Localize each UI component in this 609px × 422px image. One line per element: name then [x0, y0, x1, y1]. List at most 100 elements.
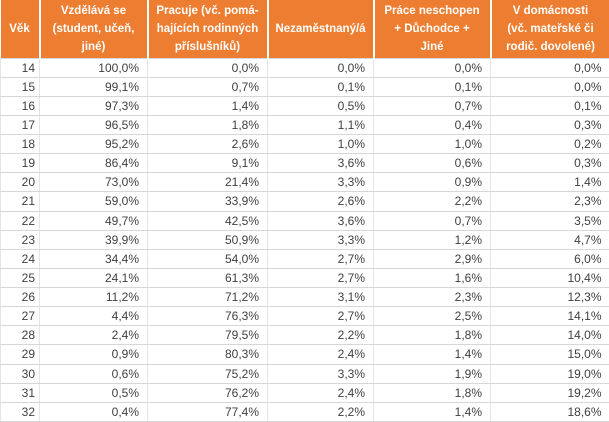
value-cell: 0,2%: [490, 134, 609, 155]
value-cell: 2,9%: [373, 249, 491, 269]
table-row: 26 11,2% 71,2% 3,1% 2,3% 12,3%: [0, 287, 609, 308]
value-cell: 2,4%: [39, 325, 148, 346]
value-cell: 2,2%: [373, 191, 491, 212]
value-cell: 0,0%: [147, 57, 268, 78]
value-cell: 2,7%: [267, 268, 374, 289]
table-row: 32 0,4% 77,4% 2,2% 1,4% 18,6%: [0, 402, 609, 422]
value-cell: 1,8%: [373, 383, 491, 403]
value-cell: 1,4%: [490, 172, 609, 193]
value-cell: 6,0%: [490, 249, 609, 269]
age-cell: 31: [0, 383, 40, 403]
value-cell: 49,7%: [39, 211, 148, 231]
value-cell: 76,3%: [147, 306, 268, 327]
value-cell: 2,4%: [267, 383, 374, 403]
value-cell: 0,1%: [267, 77, 374, 97]
value-cell: 0,0%: [490, 77, 609, 97]
value-cell: 3,3%: [267, 230, 374, 250]
table-row: 29 0,9% 80,3% 2,4% 1,4% 15,0%: [0, 344, 609, 365]
value-cell: 54,0%: [147, 249, 268, 269]
age-cell: 24: [0, 249, 40, 269]
value-cell: 39,9%: [39, 230, 148, 250]
value-cell: 3,1%: [267, 287, 374, 308]
table-row: 27 4,4% 76,3% 2,7% 2,5% 14,1%: [0, 306, 609, 327]
value-cell: 1,4%: [147, 96, 268, 116]
value-cell: 24,1%: [39, 268, 148, 289]
value-cell: 76,2%: [147, 383, 268, 403]
value-cell: 96,5%: [39, 115, 148, 136]
value-cell: 42,5%: [147, 211, 268, 231]
age-cell: 14: [0, 57, 40, 78]
table-body: 14 100,0% 0,0% 0,0% 0,0% 0,0% 15 99,1% 0,7% 0,1% 0…: [0, 57, 609, 422]
age-cell: 28: [0, 325, 40, 346]
age-cell: 25: [0, 268, 40, 289]
table-row: 30 0,6% 75,2% 3,3% 1,9% 19,0%: [0, 364, 609, 384]
age-cell: 21: [0, 191, 40, 212]
table-row: 24 34,4% 54,0% 2,7% 2,9% 6,0%: [0, 249, 609, 269]
value-cell: 100,0%: [39, 57, 148, 78]
value-cell: 0,4%: [373, 115, 491, 136]
col-header-studying: Vzdělává se (student, učeň, jiné): [39, 0, 149, 58]
value-cell: 79,5%: [147, 325, 268, 346]
value-cell: 0,7%: [147, 77, 268, 97]
age-cell: 16: [0, 96, 40, 116]
table-row: 20 73,0% 21,4% 3,3% 0,9% 1,4%: [0, 172, 609, 193]
value-cell: 61,3%: [147, 268, 268, 289]
value-cell: 1,8%: [147, 115, 268, 136]
value-cell: 2,2%: [267, 402, 374, 422]
table-row: 19 86,4% 9,1% 3,6% 0,6% 0,3%: [0, 153, 609, 174]
value-cell: 0,5%: [267, 96, 374, 116]
value-cell: 0,7%: [373, 96, 491, 116]
value-cell: 59,0%: [39, 191, 148, 212]
value-cell: 86,4%: [39, 153, 148, 174]
header-row: Věk Vzdělává se (student, učeň, jiné) Pr…: [0, 0, 609, 58]
value-cell: 2,7%: [267, 249, 374, 269]
value-cell: 0,1%: [373, 77, 491, 97]
value-cell: 0,6%: [39, 364, 148, 384]
value-cell: 73,0%: [39, 172, 148, 193]
value-cell: 2,2%: [267, 325, 374, 346]
value-cell: 2,4%: [267, 344, 374, 365]
age-cell: 26: [0, 287, 40, 308]
value-cell: 1,2%: [373, 230, 491, 250]
age-cell: 20: [0, 172, 40, 193]
value-cell: 1,9%: [373, 364, 491, 384]
value-cell: 19,2%: [490, 383, 609, 403]
age-cell: 18: [0, 134, 40, 155]
value-cell: 0,3%: [490, 153, 609, 174]
value-cell: 1,1%: [267, 115, 374, 136]
value-cell: 15,0%: [490, 344, 609, 365]
value-cell: 0,6%: [373, 153, 491, 174]
value-cell: 12,3%: [490, 287, 609, 308]
value-cell: 97,3%: [39, 96, 148, 116]
age-cell: 32: [0, 402, 40, 422]
value-cell: 33,9%: [147, 191, 268, 212]
value-cell: 0,1%: [490, 96, 609, 116]
age-cell: 17: [0, 115, 40, 136]
value-cell: 95,2%: [39, 134, 148, 155]
value-cell: 1,0%: [267, 134, 374, 155]
value-cell: 0,0%: [373, 57, 491, 78]
value-cell: 2,7%: [267, 306, 374, 327]
table-row: 16 97,3% 1,4% 0,5% 0,7% 0,1%: [0, 96, 609, 116]
value-cell: 1,4%: [373, 344, 491, 365]
value-cell: 1,8%: [373, 325, 491, 346]
table-row: 23 39,9% 50,9% 3,3% 1,2% 4,7%: [0, 230, 609, 250]
value-cell: 18,6%: [490, 402, 609, 422]
value-cell: 2,6%: [267, 191, 374, 212]
table-row: 18 95,2% 2,6% 1,0% 1,0% 0,2%: [0, 134, 609, 155]
value-cell: 14,1%: [490, 306, 609, 327]
value-cell: 19,0%: [490, 364, 609, 384]
value-cell: 2,6%: [147, 134, 268, 155]
value-cell: 1,6%: [373, 268, 491, 289]
value-cell: 77,4%: [147, 402, 268, 422]
value-cell: 99,1%: [39, 77, 148, 97]
value-cell: 2,3%: [490, 191, 609, 212]
value-cell: 1,4%: [373, 402, 491, 422]
value-cell: 50,9%: [147, 230, 268, 250]
value-cell: 0,5%: [39, 383, 148, 403]
age-cell: 29: [0, 344, 40, 365]
table-row: 28 2,4% 79,5% 2,2% 1,8% 14,0%: [0, 325, 609, 346]
table-row: 31 0,5% 76,2% 2,4% 1,8% 19,2%: [0, 383, 609, 403]
value-cell: 4,4%: [39, 306, 148, 327]
